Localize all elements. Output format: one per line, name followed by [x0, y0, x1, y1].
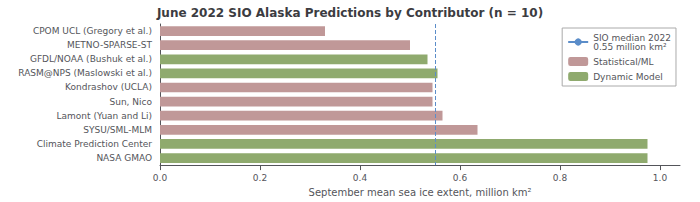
- svg-text:0.6: 0.6: [453, 173, 468, 183]
- svg-text:Kondrashov (UCLA): Kondrashov (UCLA): [65, 82, 152, 92]
- svg-text:RASM@NPS (Maslowski et al.): RASM@NPS (Maslowski et al.): [18, 68, 152, 78]
- svg-text:Climate Prediction Center: Climate Prediction Center: [37, 139, 153, 149]
- svg-text:METNO-SPARSE-ST: METNO-SPARSE-ST: [67, 40, 153, 50]
- svg-text:SYSU/SML-MLM: SYSU/SML-MLM: [83, 125, 152, 135]
- svg-text:September mean sea ice extent,: September mean sea ice extent, million k…: [309, 187, 532, 198]
- svg-text:0.8: 0.8: [553, 173, 568, 183]
- svg-text:Sun, Nico: Sun, Nico: [109, 97, 152, 107]
- svg-text:0.2: 0.2: [253, 173, 267, 183]
- svg-text:0.4: 0.4: [353, 173, 368, 183]
- svg-text:Dynamic Model: Dynamic Model: [593, 72, 663, 82]
- svg-text:SIO median 2022: SIO median 2022: [593, 32, 671, 43]
- svg-text:GFDL/NOAA (Bushuk et al.): GFDL/NOAA (Bushuk et al.): [30, 54, 152, 64]
- svg-text:June 2022 SIO Alaska Predictio: June 2022 SIO Alaska Predictions by Cont…: [156, 6, 543, 20]
- svg-text:Statistical/ML: Statistical/ML: [593, 57, 653, 67]
- svg-text:CPOM UCL (Gregory et al.): CPOM UCL (Gregory et al.): [33, 26, 152, 36]
- svg-text:Lamont (Yuan and Li): Lamont (Yuan and Li): [57, 111, 152, 121]
- svg-text:0.0: 0.0: [153, 173, 168, 183]
- svg-text:NASA GMAO: NASA GMAO: [96, 153, 152, 163]
- svg-text:1.0: 1.0: [653, 173, 668, 183]
- svg-text:0.55 million km²: 0.55 million km²: [593, 42, 667, 52]
